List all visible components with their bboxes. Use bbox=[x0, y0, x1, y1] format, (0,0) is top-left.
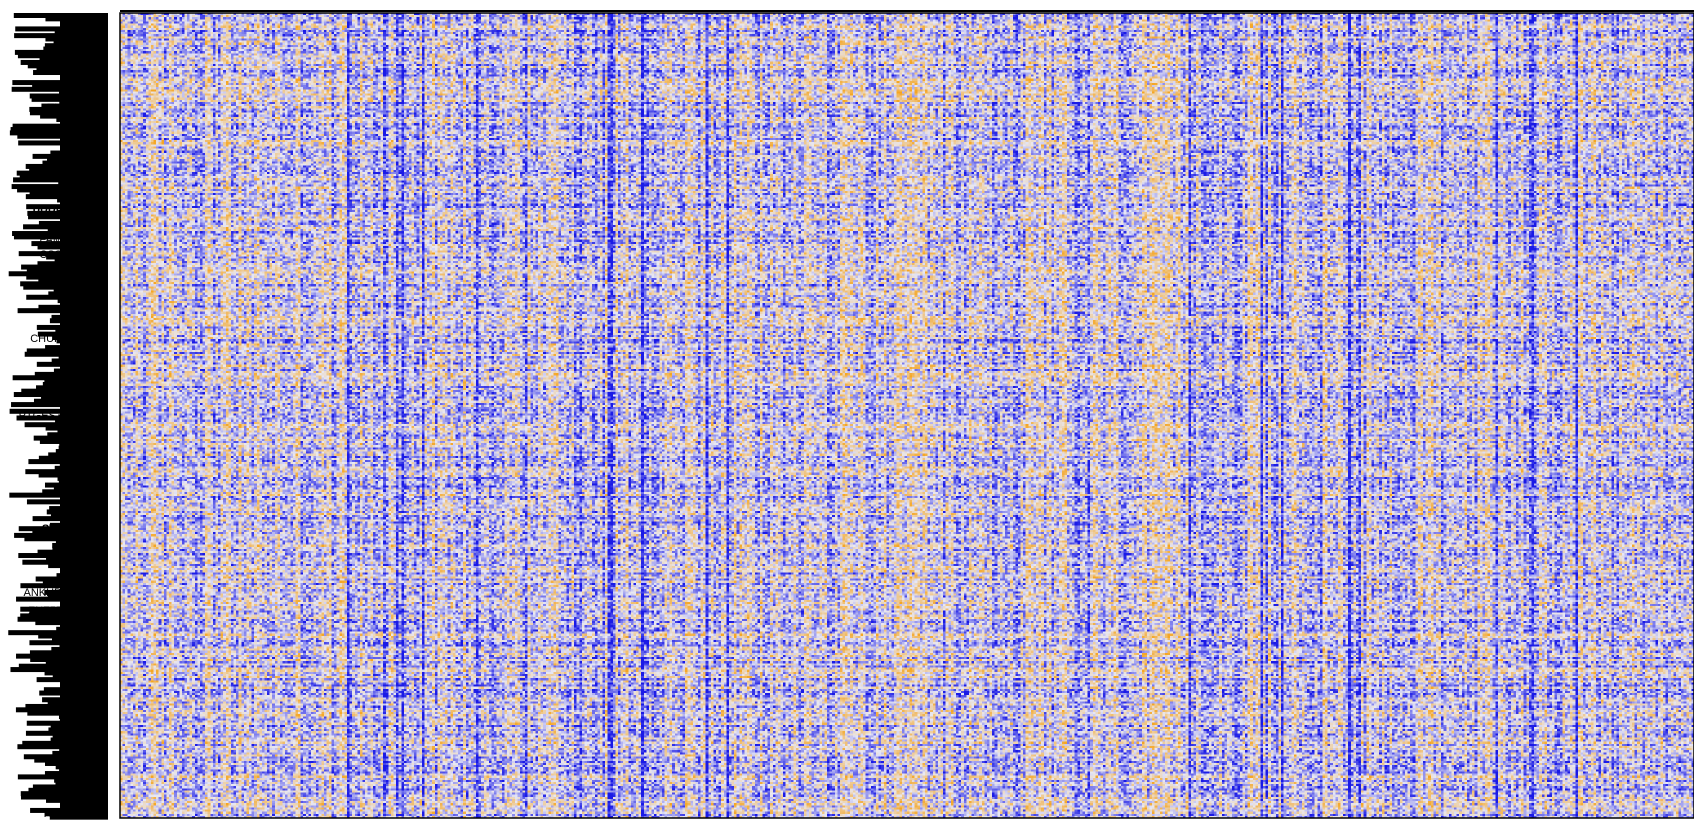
row-label: PTGES3 bbox=[19, 410, 62, 422]
row-label: PRR5 bbox=[33, 206, 62, 218]
label-glyph-block bbox=[8, 630, 109, 636]
label-glyph-block bbox=[11, 402, 109, 408]
heatmap-frame bbox=[119, 12, 1694, 819]
row-label: TN bbox=[47, 102, 62, 114]
heatmap-cells bbox=[120, 13, 1694, 818]
row-label: FAM bbox=[39, 234, 62, 246]
label-glyph-block bbox=[9, 492, 109, 498]
label-glyph-mass bbox=[60, 13, 108, 818]
heatmap-cell-grid bbox=[120, 13, 1694, 818]
label-glyph-block bbox=[10, 667, 108, 673]
label-glyph-block bbox=[9, 130, 109, 136]
row-label: HI bbox=[51, 269, 62, 281]
row-label: ZNF55 bbox=[28, 605, 62, 617]
row-label: HIS bbox=[44, 808, 62, 820]
row-label: ANKHD bbox=[23, 587, 62, 599]
row-label: ST6 bbox=[42, 523, 62, 535]
label-glyph-block bbox=[11, 86, 109, 92]
label-glyph-block bbox=[11, 184, 109, 190]
row-label: CHUR bbox=[30, 333, 62, 345]
label-glyph-block bbox=[8, 271, 109, 277]
overplotted-row-labels bbox=[8, 13, 109, 820]
label-glyph-block bbox=[9, 408, 109, 414]
label-glyph-block bbox=[10, 127, 108, 133]
row-label: CSS bbox=[39, 249, 62, 261]
row-labels: PRR5 FAM CSS HI CHUR PTGES3 ST6 ANKHD ZNF55 TN HIS bbox=[19, 102, 62, 820]
